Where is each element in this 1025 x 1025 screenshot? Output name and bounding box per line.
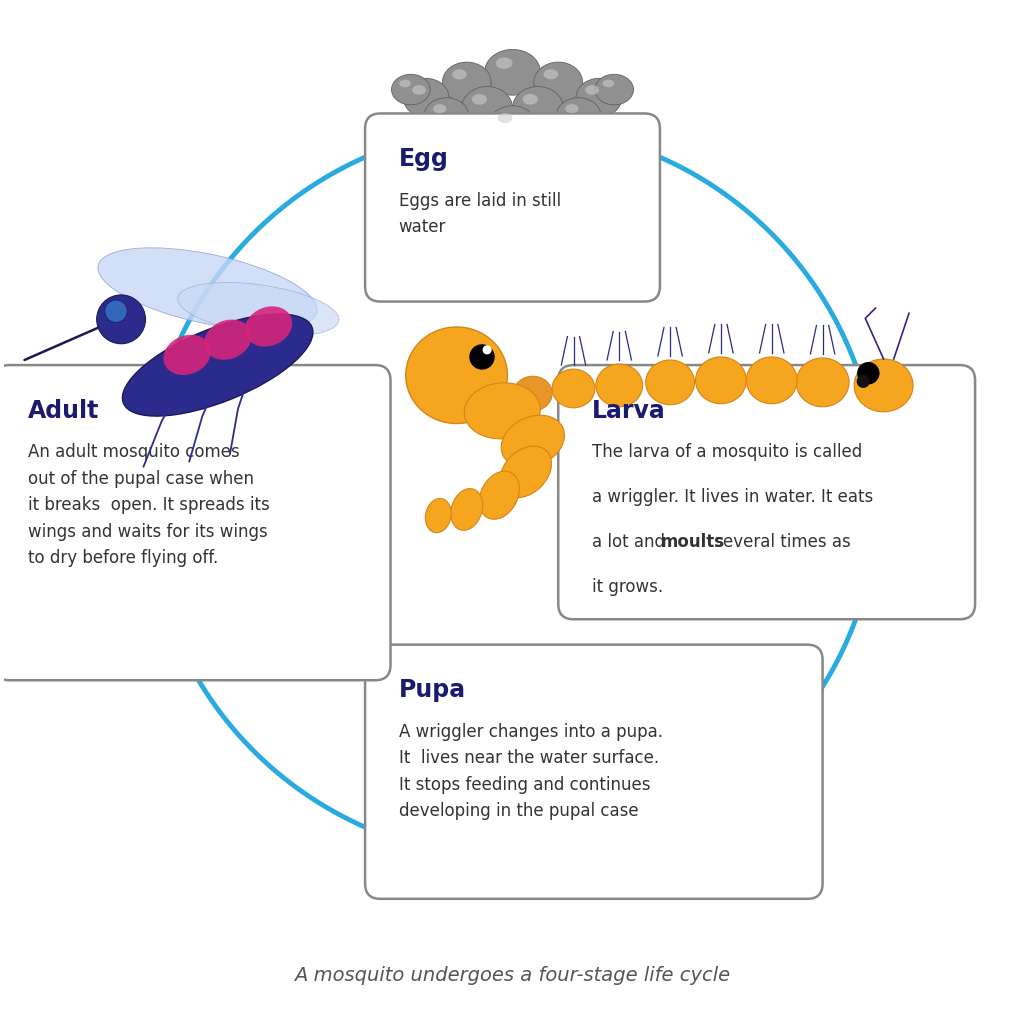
Text: several times as: several times as	[708, 533, 851, 550]
Ellipse shape	[646, 360, 695, 405]
Ellipse shape	[97, 248, 317, 330]
Ellipse shape	[412, 85, 426, 94]
Ellipse shape	[452, 70, 466, 79]
Ellipse shape	[406, 327, 507, 423]
Ellipse shape	[498, 113, 512, 123]
Ellipse shape	[163, 335, 211, 375]
Text: A wriggler changes into a pupa.
It  lives near the water surface.
It stops feedi: A wriggler changes into a pupa. It lives…	[399, 723, 662, 820]
Ellipse shape	[854, 359, 913, 412]
Ellipse shape	[594, 75, 633, 105]
Ellipse shape	[552, 369, 594, 408]
FancyBboxPatch shape	[365, 114, 660, 301]
Ellipse shape	[565, 105, 578, 113]
Ellipse shape	[585, 85, 599, 94]
Text: a wriggler. It lives in water. It eats: a wriggler. It lives in water. It eats	[591, 488, 873, 506]
Ellipse shape	[576, 78, 622, 117]
Ellipse shape	[433, 105, 447, 113]
Text: a lot and: a lot and	[591, 533, 670, 550]
Ellipse shape	[392, 75, 430, 105]
Ellipse shape	[857, 375, 870, 387]
Text: it grows.: it grows.	[591, 577, 663, 596]
Ellipse shape	[403, 78, 449, 117]
Ellipse shape	[122, 314, 313, 416]
FancyBboxPatch shape	[365, 645, 823, 899]
Ellipse shape	[501, 415, 565, 467]
Ellipse shape	[596, 364, 643, 407]
Ellipse shape	[603, 80, 614, 87]
Text: Egg: Egg	[399, 147, 449, 171]
Text: moults: moults	[661, 533, 725, 550]
Ellipse shape	[496, 57, 512, 69]
Ellipse shape	[696, 357, 746, 404]
Ellipse shape	[464, 382, 540, 439]
FancyBboxPatch shape	[0, 365, 391, 681]
Ellipse shape	[461, 86, 512, 129]
Ellipse shape	[245, 306, 292, 346]
Ellipse shape	[451, 489, 483, 530]
Ellipse shape	[105, 300, 127, 323]
Ellipse shape	[400, 80, 411, 87]
Ellipse shape	[472, 94, 487, 105]
Ellipse shape	[512, 86, 564, 129]
Ellipse shape	[480, 472, 520, 520]
Text: Adult: Adult	[28, 399, 99, 422]
Ellipse shape	[534, 63, 582, 102]
Ellipse shape	[746, 357, 797, 404]
Ellipse shape	[543, 70, 559, 79]
Ellipse shape	[425, 498, 451, 533]
Ellipse shape	[557, 97, 601, 134]
Text: Larva: Larva	[591, 399, 665, 422]
Ellipse shape	[443, 63, 491, 102]
Ellipse shape	[469, 344, 495, 370]
Text: Eggs are laid in still
water: Eggs are laid in still water	[399, 192, 561, 236]
Ellipse shape	[514, 376, 552, 411]
Ellipse shape	[204, 320, 251, 360]
FancyBboxPatch shape	[559, 365, 975, 619]
Ellipse shape	[177, 283, 339, 336]
Ellipse shape	[796, 358, 849, 407]
Ellipse shape	[523, 94, 538, 105]
Ellipse shape	[500, 446, 551, 497]
Ellipse shape	[857, 362, 879, 384]
Ellipse shape	[96, 295, 146, 343]
Ellipse shape	[485, 49, 540, 95]
Text: A mosquito undergoes a four-stage life cycle: A mosquito undergoes a four-stage life c…	[294, 966, 731, 985]
Text: Pupa: Pupa	[399, 679, 465, 702]
Ellipse shape	[488, 106, 537, 147]
Text: The larva of a mosquito is called: The larva of a mosquito is called	[591, 444, 862, 461]
Ellipse shape	[424, 97, 468, 134]
Ellipse shape	[483, 345, 492, 355]
Text: An adult mosquito comes
out of the pupal case when
it breaks  open. It spreads i: An adult mosquito comes out of the pupal…	[28, 444, 270, 567]
